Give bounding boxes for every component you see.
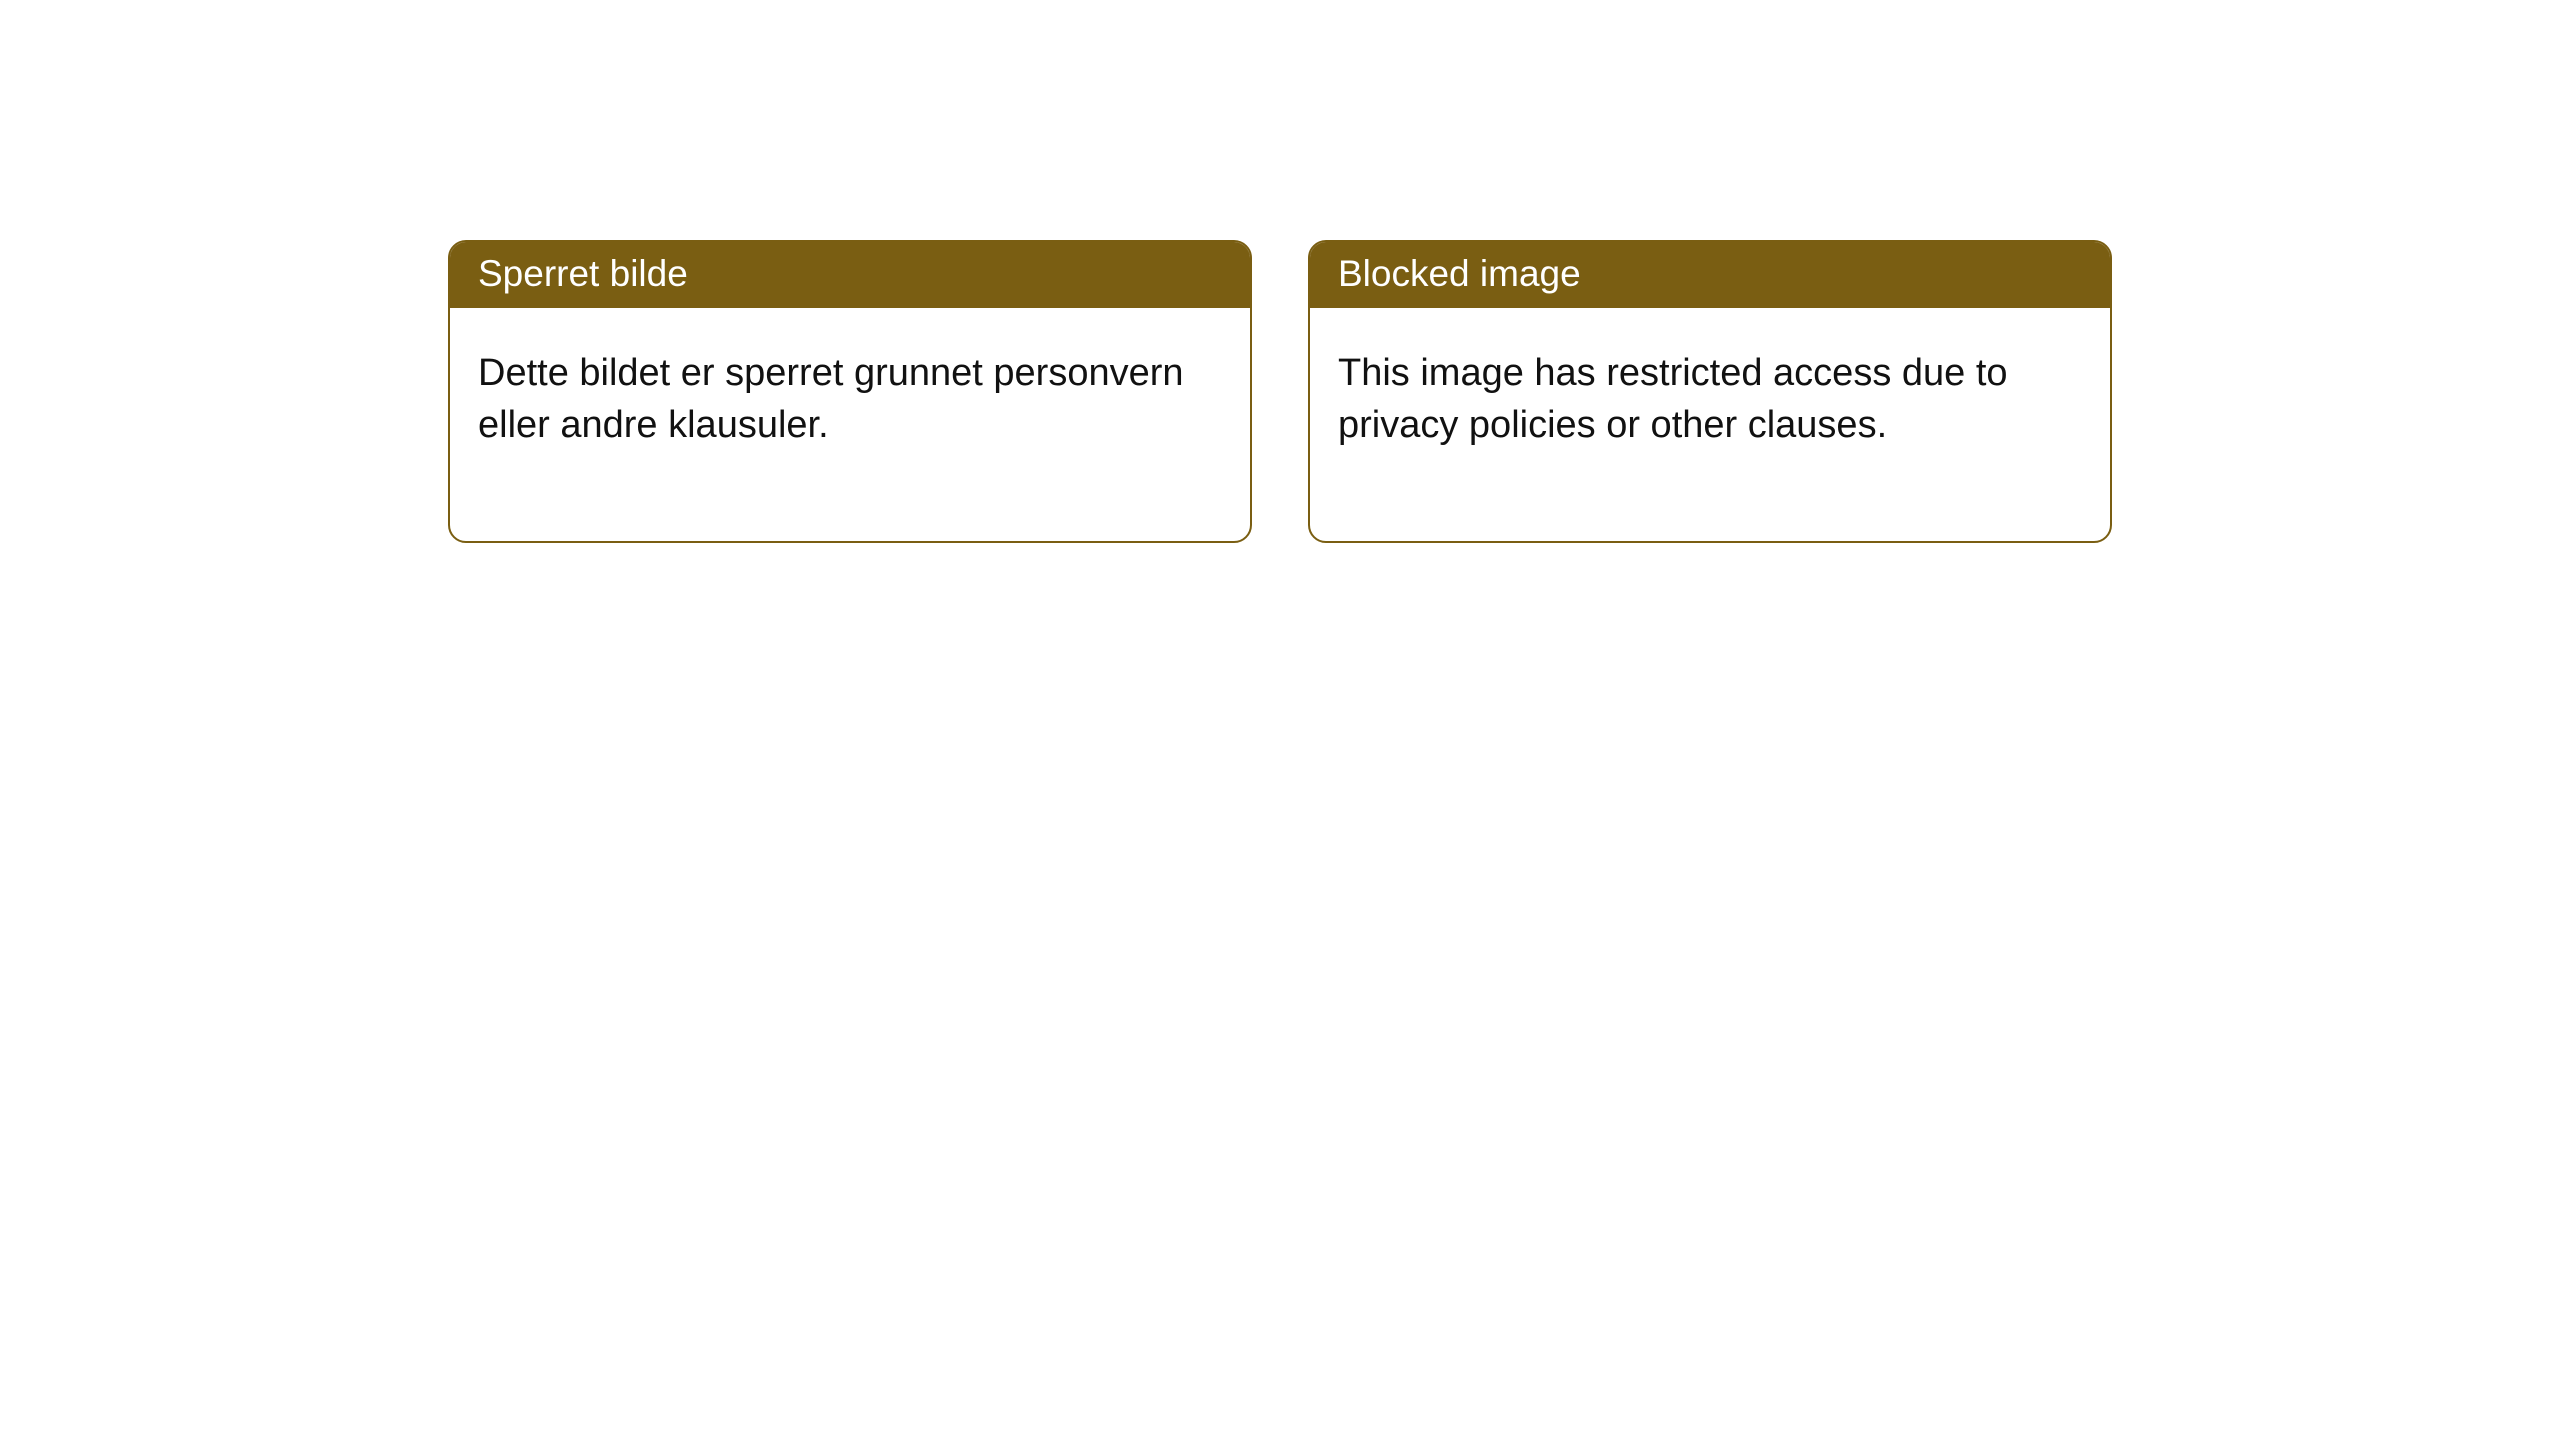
notice-card-no: Sperret bilde Dette bildet er sperret gr… [448,240,1252,543]
notice-card-en: Blocked image This image has restricted … [1308,240,2112,543]
notice-container: Sperret bilde Dette bildet er sperret gr… [0,0,2560,543]
notice-body-en: This image has restricted access due to … [1310,308,2110,541]
notice-header-en: Blocked image [1310,242,2110,308]
notice-body-no: Dette bildet er sperret grunnet personve… [450,308,1250,541]
notice-header-no: Sperret bilde [450,242,1250,308]
